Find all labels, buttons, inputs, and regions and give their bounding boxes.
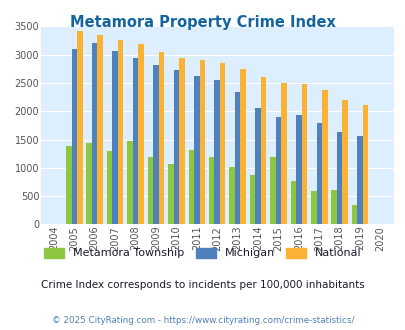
Bar — [330, 190, 336, 224]
Bar — [194, 76, 199, 224]
Bar — [138, 44, 143, 224]
Bar — [351, 205, 356, 224]
Bar — [97, 35, 103, 224]
Text: Crime Index corresponds to incidents per 100,000 inhabitants: Crime Index corresponds to incidents per… — [41, 280, 364, 290]
Bar — [310, 191, 316, 224]
Bar — [342, 100, 347, 224]
Bar — [71, 49, 77, 224]
Bar — [275, 116, 281, 224]
Bar — [66, 146, 71, 224]
Bar — [179, 57, 184, 224]
Bar — [316, 123, 321, 224]
Bar — [234, 92, 240, 224]
Bar — [356, 136, 362, 224]
Bar — [107, 151, 112, 224]
Bar — [173, 70, 179, 224]
Bar — [240, 69, 245, 224]
Bar — [77, 31, 82, 224]
Bar — [199, 60, 205, 224]
Bar — [229, 167, 234, 224]
Bar — [209, 157, 214, 224]
Bar — [158, 52, 164, 224]
Bar — [260, 77, 266, 224]
Bar — [301, 84, 307, 224]
Bar — [132, 58, 138, 224]
Bar — [281, 83, 286, 224]
Bar — [214, 81, 220, 224]
Bar — [220, 63, 225, 224]
Bar — [362, 105, 367, 224]
Text: © 2025 CityRating.com - https://www.cityrating.com/crime-statistics/: © 2025 CityRating.com - https://www.city… — [51, 315, 354, 325]
Bar — [188, 150, 194, 224]
Bar — [321, 90, 327, 224]
Bar — [295, 115, 301, 224]
Bar — [270, 156, 275, 224]
Bar — [255, 108, 260, 224]
Legend: Metamora Township, Michigan, National: Metamora Township, Michigan, National — [40, 243, 365, 263]
Bar — [127, 141, 132, 224]
Bar — [117, 40, 123, 224]
Bar — [336, 132, 342, 224]
Bar — [153, 65, 158, 224]
Bar — [249, 175, 255, 224]
Bar — [92, 43, 97, 224]
Bar — [147, 157, 153, 224]
Bar — [86, 143, 92, 224]
Bar — [112, 51, 117, 224]
Bar — [168, 164, 173, 224]
Text: Metamora Property Crime Index: Metamora Property Crime Index — [70, 15, 335, 30]
Bar — [290, 182, 295, 224]
